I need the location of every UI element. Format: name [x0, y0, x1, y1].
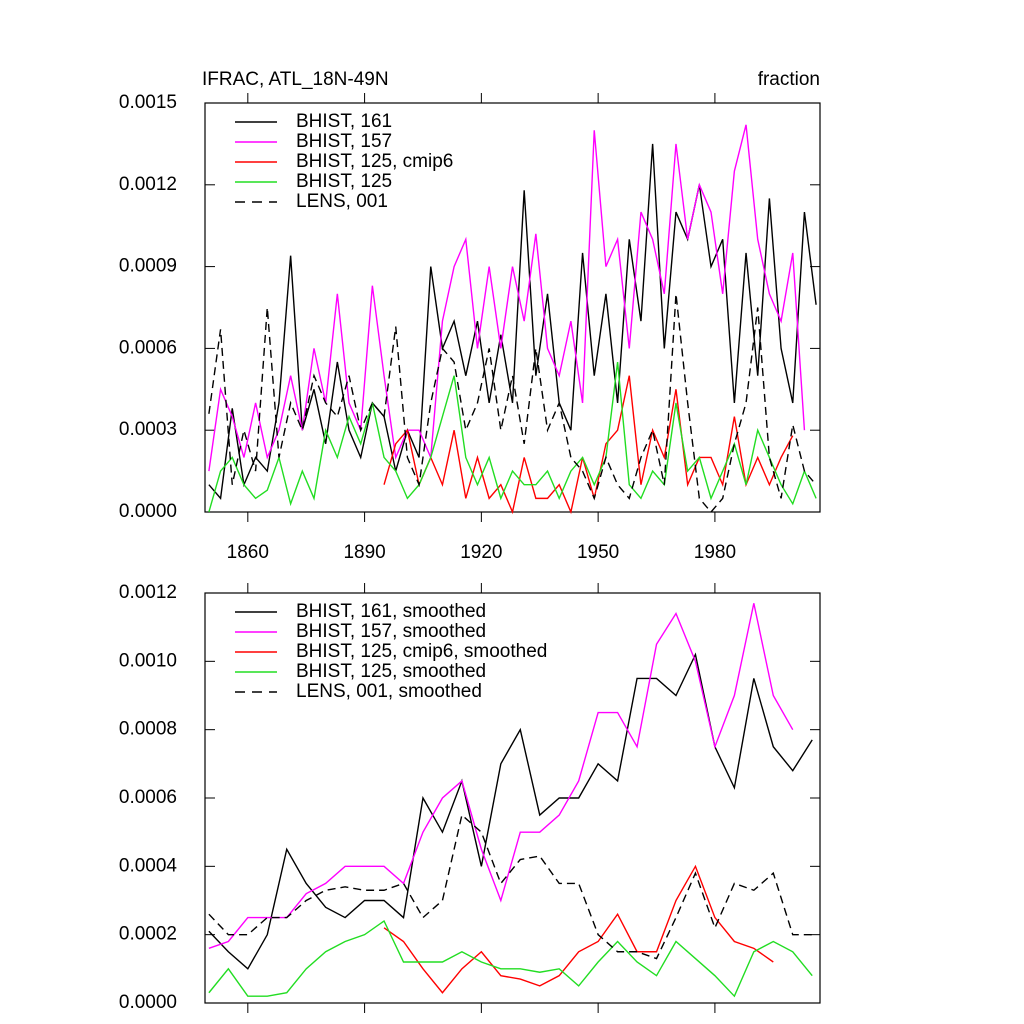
- y-tick-label: 0.0010: [119, 650, 177, 671]
- y-tick-label: 0.0006: [119, 337, 177, 358]
- y-tick-label: 0.0000: [119, 992, 177, 1013]
- legend-label: BHIST, 161: [296, 111, 392, 132]
- y-tick-label: 0.0006: [119, 787, 177, 808]
- x-tick-label: 1860: [227, 542, 269, 563]
- x-tick-label: 1920: [460, 542, 502, 563]
- legend-label: BHIST, 125: [296, 171, 392, 192]
- legend-label: BHIST, 157: [296, 131, 392, 152]
- plot-frame: [204, 592, 821, 1004]
- units-label: fraction: [758, 69, 820, 90]
- series-line: [208, 143, 817, 501]
- y-tick-label: 0.0012: [119, 174, 177, 195]
- series-line: [208, 813, 813, 960]
- chart-title: IFRAC, ATL_18N-49N: [202, 69, 389, 90]
- series-line: [208, 361, 817, 513]
- legend-label: LENS, 001, smoothed: [296, 681, 482, 702]
- x-tick-label: 1950: [577, 542, 619, 563]
- x-tick-label: 1980: [694, 542, 736, 563]
- legend-label: LENS, 001: [296, 191, 388, 212]
- y-tick-label: 0.0015: [119, 92, 177, 113]
- y-tick-label: 0.0002: [119, 924, 177, 945]
- legend-label: BHIST, 125, smoothed: [296, 661, 486, 682]
- legend-label: BHIST, 125, cmip6: [296, 151, 453, 172]
- series-line: [208, 124, 806, 472]
- series-line: [383, 864, 774, 994]
- series-line: [208, 293, 817, 514]
- series-line: [208, 603, 794, 949]
- y-tick-label: 0.0003: [119, 419, 177, 440]
- legend-label: BHIST, 161, smoothed: [296, 601, 486, 622]
- y-tick-label: 0.0004: [119, 855, 178, 876]
- x-tick-label: 1890: [343, 542, 385, 563]
- y-tick-label: 0.0009: [119, 256, 177, 277]
- y-tick-label: 0.0008: [119, 719, 177, 740]
- y-tick-label: 0.0000: [119, 501, 177, 522]
- series-line: [383, 375, 794, 515]
- y-tick-label: 0.0012: [119, 582, 177, 603]
- series-line: [208, 919, 813, 998]
- legend-label: BHIST, 125, cmip6, smoothed: [296, 641, 547, 662]
- legend-label: BHIST, 157, smoothed: [296, 621, 486, 642]
